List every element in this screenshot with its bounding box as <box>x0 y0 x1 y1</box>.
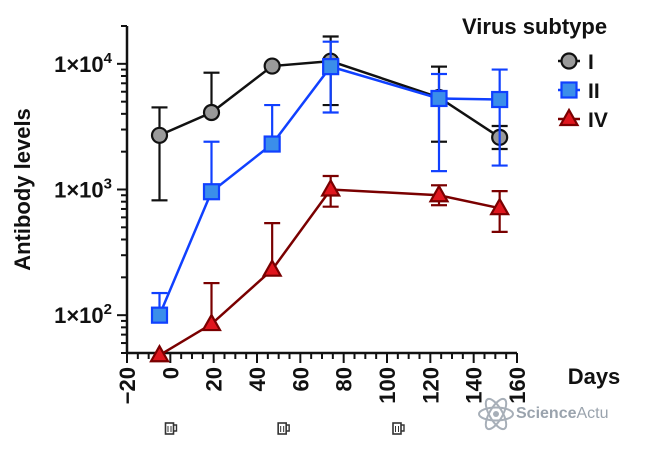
x-tick-label: 20 <box>202 367 227 391</box>
data-point <box>261 258 283 277</box>
data-point <box>202 103 221 122</box>
legend-label: I <box>588 51 594 74</box>
x-tick-label: 80 <box>332 367 357 391</box>
y-tick-label: 1×102 <box>54 301 112 328</box>
data-point <box>149 343 170 363</box>
legend-marker <box>560 81 578 99</box>
legend-item-i: I <box>558 51 594 74</box>
legend-item-iv: IV <box>558 107 608 132</box>
watermark-brand-light: Actu <box>576 405 609 422</box>
legend-marker <box>560 52 578 70</box>
vaccine-icon-body <box>392 422 402 435</box>
data-point <box>489 196 511 216</box>
series-layer <box>149 35 511 363</box>
vaccine-icon-handle <box>173 424 178 432</box>
x-tick-label: 160 <box>505 367 530 404</box>
x-tick-label: 140 <box>462 367 487 404</box>
vaccine-icon <box>277 422 290 435</box>
x-tick-label: 100 <box>375 367 400 404</box>
vaccine-icon <box>164 422 178 435</box>
legend-title: Virus subtype <box>462 14 607 39</box>
x-tick-label: −20 <box>115 367 140 404</box>
data-point <box>201 312 222 332</box>
series-ii <box>150 40 509 324</box>
legend-label: II <box>588 80 600 103</box>
series-line <box>158 65 500 316</box>
data-point <box>263 135 281 153</box>
legend-label: IV <box>588 109 608 132</box>
y-tick-label: 1×104 <box>54 50 113 77</box>
vaccine-icon <box>392 422 405 435</box>
atom-icon <box>478 397 514 431</box>
x-tick-label: 120 <box>418 367 443 404</box>
x-axis-title: Days <box>568 364 621 389</box>
y-tick-label: 1×103 <box>54 176 112 203</box>
y-axis-title: Antibody levels <box>10 108 35 271</box>
data-point <box>430 89 448 108</box>
legend-item-ii: II <box>558 80 600 103</box>
series-line <box>158 59 501 139</box>
data-point <box>263 57 281 75</box>
x-tick-label: 60 <box>288 367 313 391</box>
data-point <box>150 126 169 144</box>
watermark-brand-strong: Science <box>516 405 577 422</box>
data-point <box>202 183 221 201</box>
data-point <box>322 58 340 76</box>
vaccine-icon-body <box>164 422 175 435</box>
series-iv <box>149 174 511 363</box>
data-point <box>491 90 509 109</box>
x-tick-label: 0 <box>158 367 183 379</box>
data-point <box>428 184 450 203</box>
vaccination-markers <box>164 422 405 435</box>
x-tick-label: 40 <box>245 367 270 391</box>
vaccine-icon-body <box>277 422 287 435</box>
data-point <box>320 178 342 197</box>
legend-marker <box>558 107 580 127</box>
data-point <box>150 306 169 324</box>
watermark-logo: Science Actu <box>476 396 609 432</box>
vaccine-icon-handle <box>401 424 405 432</box>
vaccine-icon-handle <box>286 424 290 432</box>
axes: 1×102 1×103 1×104 −20 0 20 40 60 80 100 120 140 160 A… <box>10 25 621 404</box>
